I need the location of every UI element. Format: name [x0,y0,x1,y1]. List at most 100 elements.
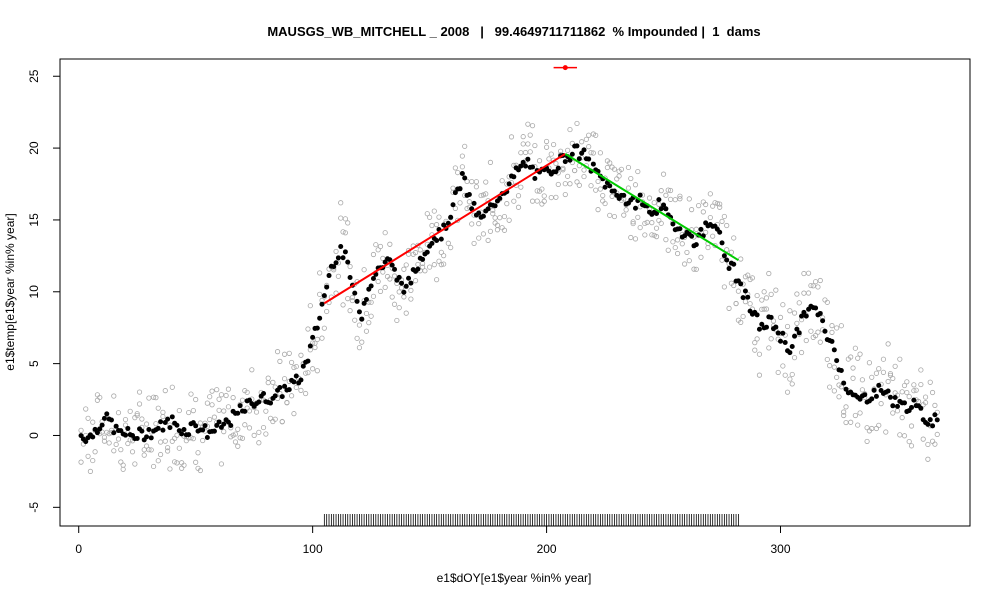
black-point [525,156,531,162]
black-point [834,358,840,364]
black-point [94,430,100,436]
gray-point [286,350,292,356]
gray-point [625,185,632,191]
gray-point [368,299,374,305]
gray-point [354,335,360,341]
black-point [438,236,444,242]
gray-point [630,220,636,227]
black-point [756,326,762,332]
black-point [586,156,592,162]
gray-point [630,219,636,225]
gray-point [78,427,84,433]
black-point [450,202,456,208]
gray-point [546,156,552,162]
gray-point [787,376,793,382]
gray-point [602,200,608,207]
gray-point [731,282,737,289]
gray-point [642,232,648,238]
gray-point [291,364,297,371]
black-point [279,394,285,400]
gray-point [111,448,117,454]
black-point [293,373,299,379]
black-point [555,165,561,171]
gray-point [656,201,662,207]
black-point [876,382,882,388]
gray-point [193,459,199,465]
gray-point [527,149,533,155]
gray-point [543,144,550,150]
black-point [738,281,744,287]
black-point [497,195,503,201]
black-point [211,428,217,434]
black-point [485,206,491,212]
black-point [511,174,517,180]
gray-point [434,277,440,283]
black-point [693,242,699,248]
black-point [516,167,522,173]
gray-point [111,393,117,399]
black-point [204,435,210,441]
gray-point [768,336,774,342]
black-point [202,423,208,429]
black-point [326,273,332,279]
gray-point [749,275,756,281]
gray-point [235,443,241,449]
gray-point [735,288,742,294]
black-point [286,387,292,393]
gray-point [85,415,91,421]
gray-point [656,217,662,224]
gray-point [887,371,894,377]
gray-point [279,419,285,425]
black-point [661,202,667,208]
black-point [123,432,129,438]
gray-point [780,302,786,308]
gray-point [522,149,529,156]
x-axis-label: e1$dOY[e1$year %in% year] [437,571,592,585]
gray-point [218,392,225,398]
gray-point [298,352,304,358]
gray-point [237,435,243,441]
black-point [894,403,900,409]
gray-point [541,193,547,199]
black-point [167,425,173,431]
black-point [101,415,107,421]
gray-point [272,384,278,390]
gray-point [698,254,704,260]
gray-point [380,255,386,261]
gray-point [848,354,854,360]
gray-point [653,234,660,240]
black-point [607,183,613,189]
gray-point [218,461,225,467]
gray-point [738,319,744,325]
gray-point [777,314,784,320]
gray-point [508,134,515,140]
gray-point [221,429,227,435]
gray-point [901,382,908,389]
black-point [719,240,725,246]
gray-point [927,379,933,385]
black-point [97,426,103,432]
gray-point [305,370,311,376]
gray-point [462,143,468,149]
gray-point [408,287,414,293]
gray-point [707,214,713,221]
gray-point [611,166,618,172]
gray-point [784,323,791,330]
gray-point [113,441,119,448]
gray-point [682,261,688,267]
gray-point [345,220,351,226]
gray-point [625,164,632,171]
x-tick-label: 300 [770,542,790,556]
gray-point [169,384,175,390]
gray-point [401,266,407,272]
gray-point [422,268,428,274]
gray-point [338,200,344,206]
gray-point [850,365,856,371]
gray-point [827,363,833,369]
gray-point [429,222,435,229]
black-point [901,400,907,406]
gray-point [85,453,91,459]
black-point [590,161,596,167]
black-point [345,259,351,265]
